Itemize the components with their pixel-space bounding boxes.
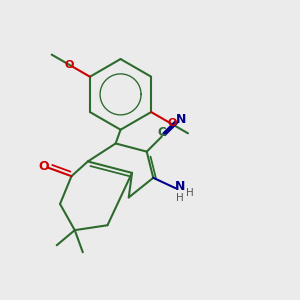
Text: C: C [158,126,167,139]
Text: H: H [186,188,194,198]
Text: N: N [175,180,185,193]
Text: O: O [167,118,177,128]
Text: O: O [39,160,50,173]
Text: H: H [176,193,184,203]
Text: O: O [46,50,52,56]
Text: N: N [176,113,187,126]
Text: O: O [64,60,74,70]
